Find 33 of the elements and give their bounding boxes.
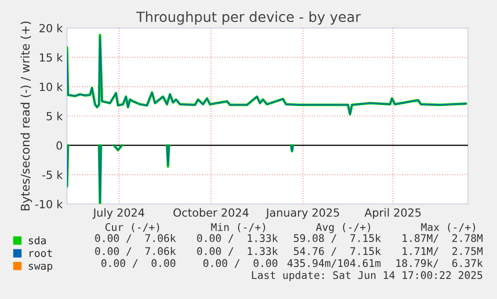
- text: Min (-/+): [211, 222, 266, 232]
- text: 0.00 / 0.00: [101, 259, 176, 268]
- y-tick-label: 20 k: [40, 24, 63, 32]
- text: 1.71M/ 2.75M: [402, 247, 483, 256]
- legend-label: swap: [28, 264, 52, 272]
- x-tick-label: July 2024: [92, 208, 144, 219]
- y-tick-label: 5 k: [46, 112, 63, 120]
- text: Cur (-/+): [105, 223, 160, 232]
- x-tick-label: January 2025: [265, 208, 339, 219]
- y-tick-label: -10 k: [35, 200, 63, 208]
- legend-label: root: [30, 250, 52, 258]
- y-tick-label: -5 k: [42, 170, 63, 180]
- y-tick-label: 0: [56, 141, 62, 150]
- y-tick-label: 15 k: [40, 53, 63, 62]
- text: 0.00 / 7.06k: [95, 234, 176, 243]
- text: 0.00 / 7.06k: [95, 246, 176, 256]
- text: Last update: Sat Jun 14 17:00:22 2025: [252, 270, 482, 282]
- y-axis-title: Bytes/second read (-) / write (+): [20, 22, 32, 210]
- text: 435.94m/104.61m: [287, 259, 381, 268]
- text: 18.79k/ 6.37k: [396, 258, 483, 268]
- text: Max (-/+): [421, 223, 476, 232]
- text: 1.87M/ 2.78M: [402, 234, 483, 243]
- text: 0.00 / 1.33k: [197, 246, 278, 256]
- x-tick-label: October 2024: [173, 208, 249, 217]
- text: Avg (-/+): [316, 222, 370, 234]
- text: 0.00 / 0.00: [203, 259, 278, 268]
- x-tick-label: April 2025: [364, 208, 421, 219]
- text: 0.00 / 1.33k: [197, 234, 278, 243]
- legend-label: sda: [28, 236, 46, 244]
- y-tick-label: 10 k: [40, 82, 63, 92]
- text: 59.08 / 7.15k: [294, 234, 381, 243]
- chart-title: Throughput per device - by year: [136, 11, 361, 25]
- text: 54.76 / 7.15k: [294, 246, 381, 256]
